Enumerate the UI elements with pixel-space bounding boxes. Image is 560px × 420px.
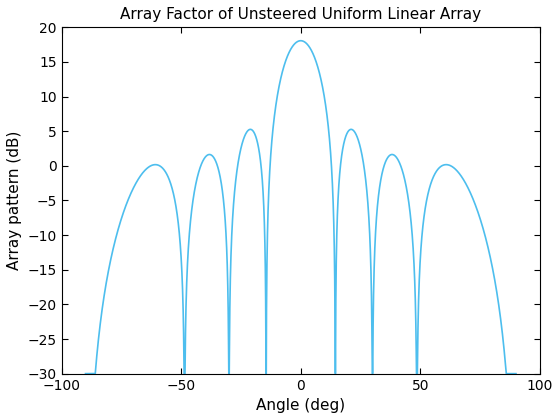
Y-axis label: Array pattern (dB): Array pattern (dB) <box>7 131 22 270</box>
Title: Array Factor of Unsteered Uniform Linear Array: Array Factor of Unsteered Uniform Linear… <box>120 7 481 22</box>
X-axis label: Angle (deg): Angle (deg) <box>256 398 346 413</box>
